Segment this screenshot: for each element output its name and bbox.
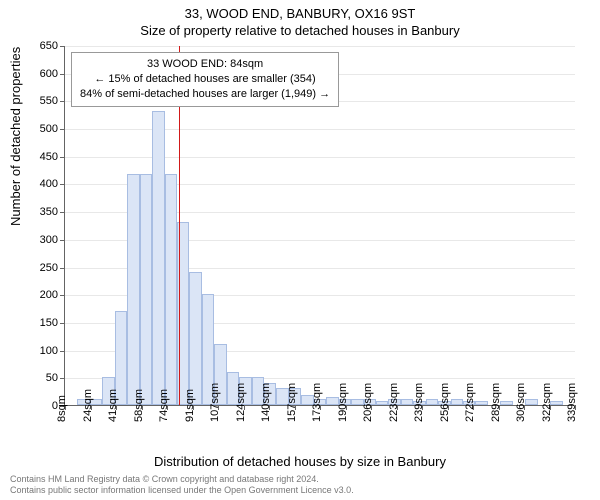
histogram-bar [525, 399, 537, 405]
histogram-bar [376, 401, 388, 405]
ytick-label: 100 [18, 345, 58, 357]
footer-line-1: Contains HM Land Registry data © Crown c… [10, 474, 354, 485]
histogram-bar [127, 174, 139, 406]
ytick-mark [60, 351, 65, 352]
ytick-label: 50 [18, 372, 58, 384]
ytick-mark [60, 268, 65, 269]
ytick-label: 150 [18, 317, 58, 329]
histogram-chart: 0501001502002503003504004505005506006508… [64, 46, 574, 406]
histogram-bar [500, 401, 512, 405]
marker-callout: 33 WOOD END: 84sqm← 15% of detached hous… [71, 52, 339, 107]
x-axis-label: Distribution of detached houses by size … [0, 454, 600, 469]
callout-line-1: 33 WOOD END: 84sqm [80, 57, 330, 72]
ytick-mark [60, 212, 65, 213]
ytick-mark [60, 378, 65, 379]
ytick-mark [60, 101, 65, 102]
callout-line-2: ← 15% of detached houses are smaller (35… [80, 72, 330, 87]
histogram-bar [451, 399, 463, 405]
histogram-bar [475, 401, 487, 405]
histogram-bar [426, 399, 438, 405]
ytick-mark [60, 129, 65, 130]
gridline [65, 129, 575, 130]
footer-line-2: Contains public sector information licen… [10, 485, 354, 496]
callout-line-3: 84% of semi-detached houses are larger (… [80, 87, 330, 102]
ytick-label: 500 [18, 123, 58, 135]
ytick-label: 200 [18, 289, 58, 301]
page-title: 33, WOOD END, BANBURY, OX16 9ST [0, 0, 600, 21]
ytick-label: 400 [18, 178, 58, 190]
histogram-bar [165, 174, 177, 406]
ytick-mark [60, 74, 65, 75]
ytick-mark [60, 157, 65, 158]
histogram-bar [401, 399, 413, 405]
histogram-bar [140, 174, 152, 406]
ytick-label: 250 [18, 262, 58, 274]
histogram-bar [152, 111, 164, 405]
ytick-label: 0 [18, 400, 58, 412]
gridline [65, 157, 575, 158]
ytick-label: 550 [18, 95, 58, 107]
footer-attribution: Contains HM Land Registry data © Crown c… [10, 474, 354, 496]
ytick-label: 650 [18, 40, 58, 52]
ytick-mark [60, 323, 65, 324]
ytick-mark [60, 240, 65, 241]
page-subtitle: Size of property relative to detached ho… [0, 21, 600, 38]
ytick-label: 600 [18, 68, 58, 80]
ytick-mark [60, 184, 65, 185]
ytick-label: 450 [18, 151, 58, 163]
plot-area: 0501001502002503003504004505005506006508… [64, 46, 574, 406]
gridline [65, 46, 575, 47]
ytick-mark [60, 46, 65, 47]
ytick-mark [60, 295, 65, 296]
histogram-bar [189, 272, 201, 405]
ytick-label: 350 [18, 206, 58, 218]
ytick-label: 300 [18, 234, 58, 246]
